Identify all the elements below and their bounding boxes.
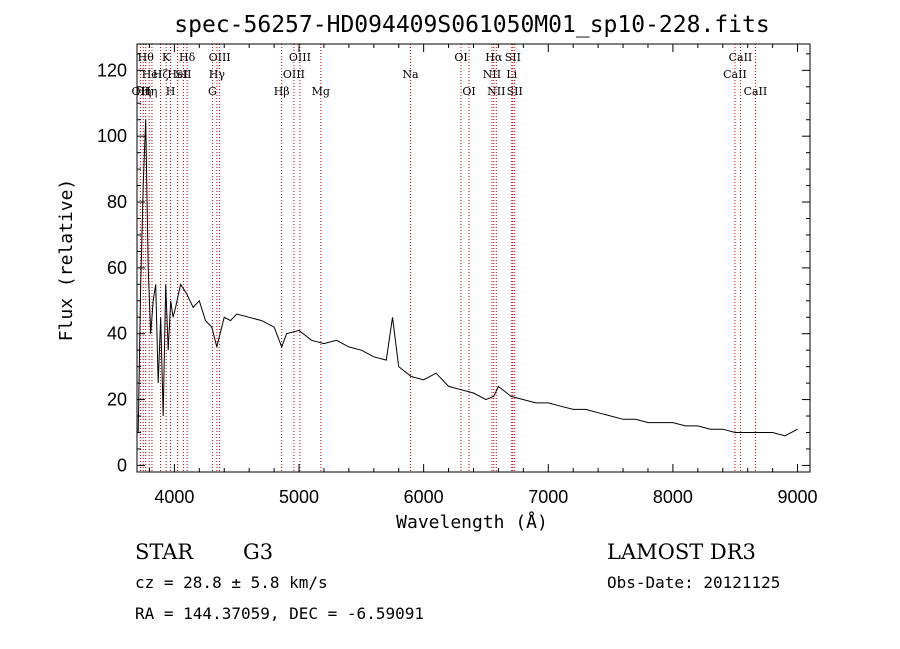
x-tick-label-5: 9000 xyxy=(778,487,818,507)
line-marker-label-25: SII xyxy=(505,51,521,64)
y-axis-label: Flux (relative) xyxy=(56,179,77,342)
line-marker-label-2: Hθ xyxy=(138,51,155,64)
emission-line-labels: OIIHηHθHηHeIHζKHHeISIIHδGHγOIIIHβOIIIOII… xyxy=(132,51,768,98)
x-axis-ticks: 4000 5000 6000 7000 8000 9000 xyxy=(148,44,818,507)
line-marker-label-12: Hγ xyxy=(209,68,226,81)
line-marker-label-14: Hβ xyxy=(274,85,290,98)
spectrum-series-line xyxy=(137,119,798,437)
line-marker-label-17: Mg xyxy=(312,85,330,98)
line-marker-label-26: SII xyxy=(507,85,523,98)
y-tick-label-1: 20 xyxy=(107,390,127,410)
x-axis-label: Wavelength (Å) xyxy=(396,511,548,533)
x-tick-label-3: 7000 xyxy=(528,487,568,507)
x-tick-label-0: 4000 xyxy=(154,487,194,507)
line-marker-label-3: Hη xyxy=(141,85,157,98)
line-marker-label-27: CaII xyxy=(723,68,747,81)
y-tick-label-5: 100 xyxy=(97,126,127,146)
line-marker-label-21: NII xyxy=(483,68,501,81)
y-tick-label-3: 60 xyxy=(107,258,127,278)
line-marker-label-28: CaII xyxy=(729,51,753,64)
y-tick-label-2: 40 xyxy=(107,324,127,344)
line-marker-label-24: Li xyxy=(506,68,517,81)
line-marker-label-6: K xyxy=(162,51,171,64)
line-marker-label-13: OIII xyxy=(209,51,231,64)
x-tick-label-2: 6000 xyxy=(404,487,444,507)
line-marker-label-7: H xyxy=(166,85,176,98)
line-marker-label-16: OIII xyxy=(289,51,311,64)
line-marker-label-4: HeI xyxy=(142,68,162,81)
line-marker-label-22: Hα xyxy=(485,51,503,64)
survey-name: LAMOST DR3 xyxy=(607,540,756,564)
line-marker-label-1: Hη xyxy=(135,85,151,98)
line-marker-label-18: Na xyxy=(402,68,419,81)
line-marker-label-20: OI xyxy=(462,85,475,98)
line-marker-label-10: Hδ xyxy=(179,51,196,64)
line-marker-label-8: HeI xyxy=(167,68,187,81)
line-marker-label-0: OII xyxy=(132,85,150,98)
y-axis-ticks: 0 20 40 60 80 100 120 xyxy=(97,53,810,475)
line-marker-label-23: NII xyxy=(487,85,505,98)
emission-line-markers xyxy=(139,44,756,472)
x-tick-label-4: 8000 xyxy=(653,487,693,507)
line-marker-label-15: OIII xyxy=(283,68,305,81)
line-marker-label-9: SII xyxy=(175,68,191,81)
observation-date: Obs-Date: 20121125 xyxy=(607,573,780,592)
x-tick-label-1: 5000 xyxy=(279,487,319,507)
sky-coordinates: RA = 144.37059, DEC = -6.59091 xyxy=(135,604,424,623)
y-tick-label-4: 80 xyxy=(107,192,127,212)
object-subclass: G3 xyxy=(243,540,273,564)
line-marker-label-11: G xyxy=(208,85,217,98)
redshift-velocity: cz = 28.8 ± 5.8 km/s xyxy=(135,573,328,592)
chart-title: spec-56257-HD094409S061050M01_sp10-228.f… xyxy=(174,12,769,38)
y-tick-label-0: 0 xyxy=(117,455,127,475)
line-marker-label-19: OI xyxy=(454,51,467,64)
line-marker-label-5: Hζ xyxy=(153,68,169,81)
line-marker-label-29: CaII xyxy=(744,85,768,98)
y-tick-label-6: 120 xyxy=(97,60,127,80)
object-class: STAR xyxy=(135,540,194,564)
